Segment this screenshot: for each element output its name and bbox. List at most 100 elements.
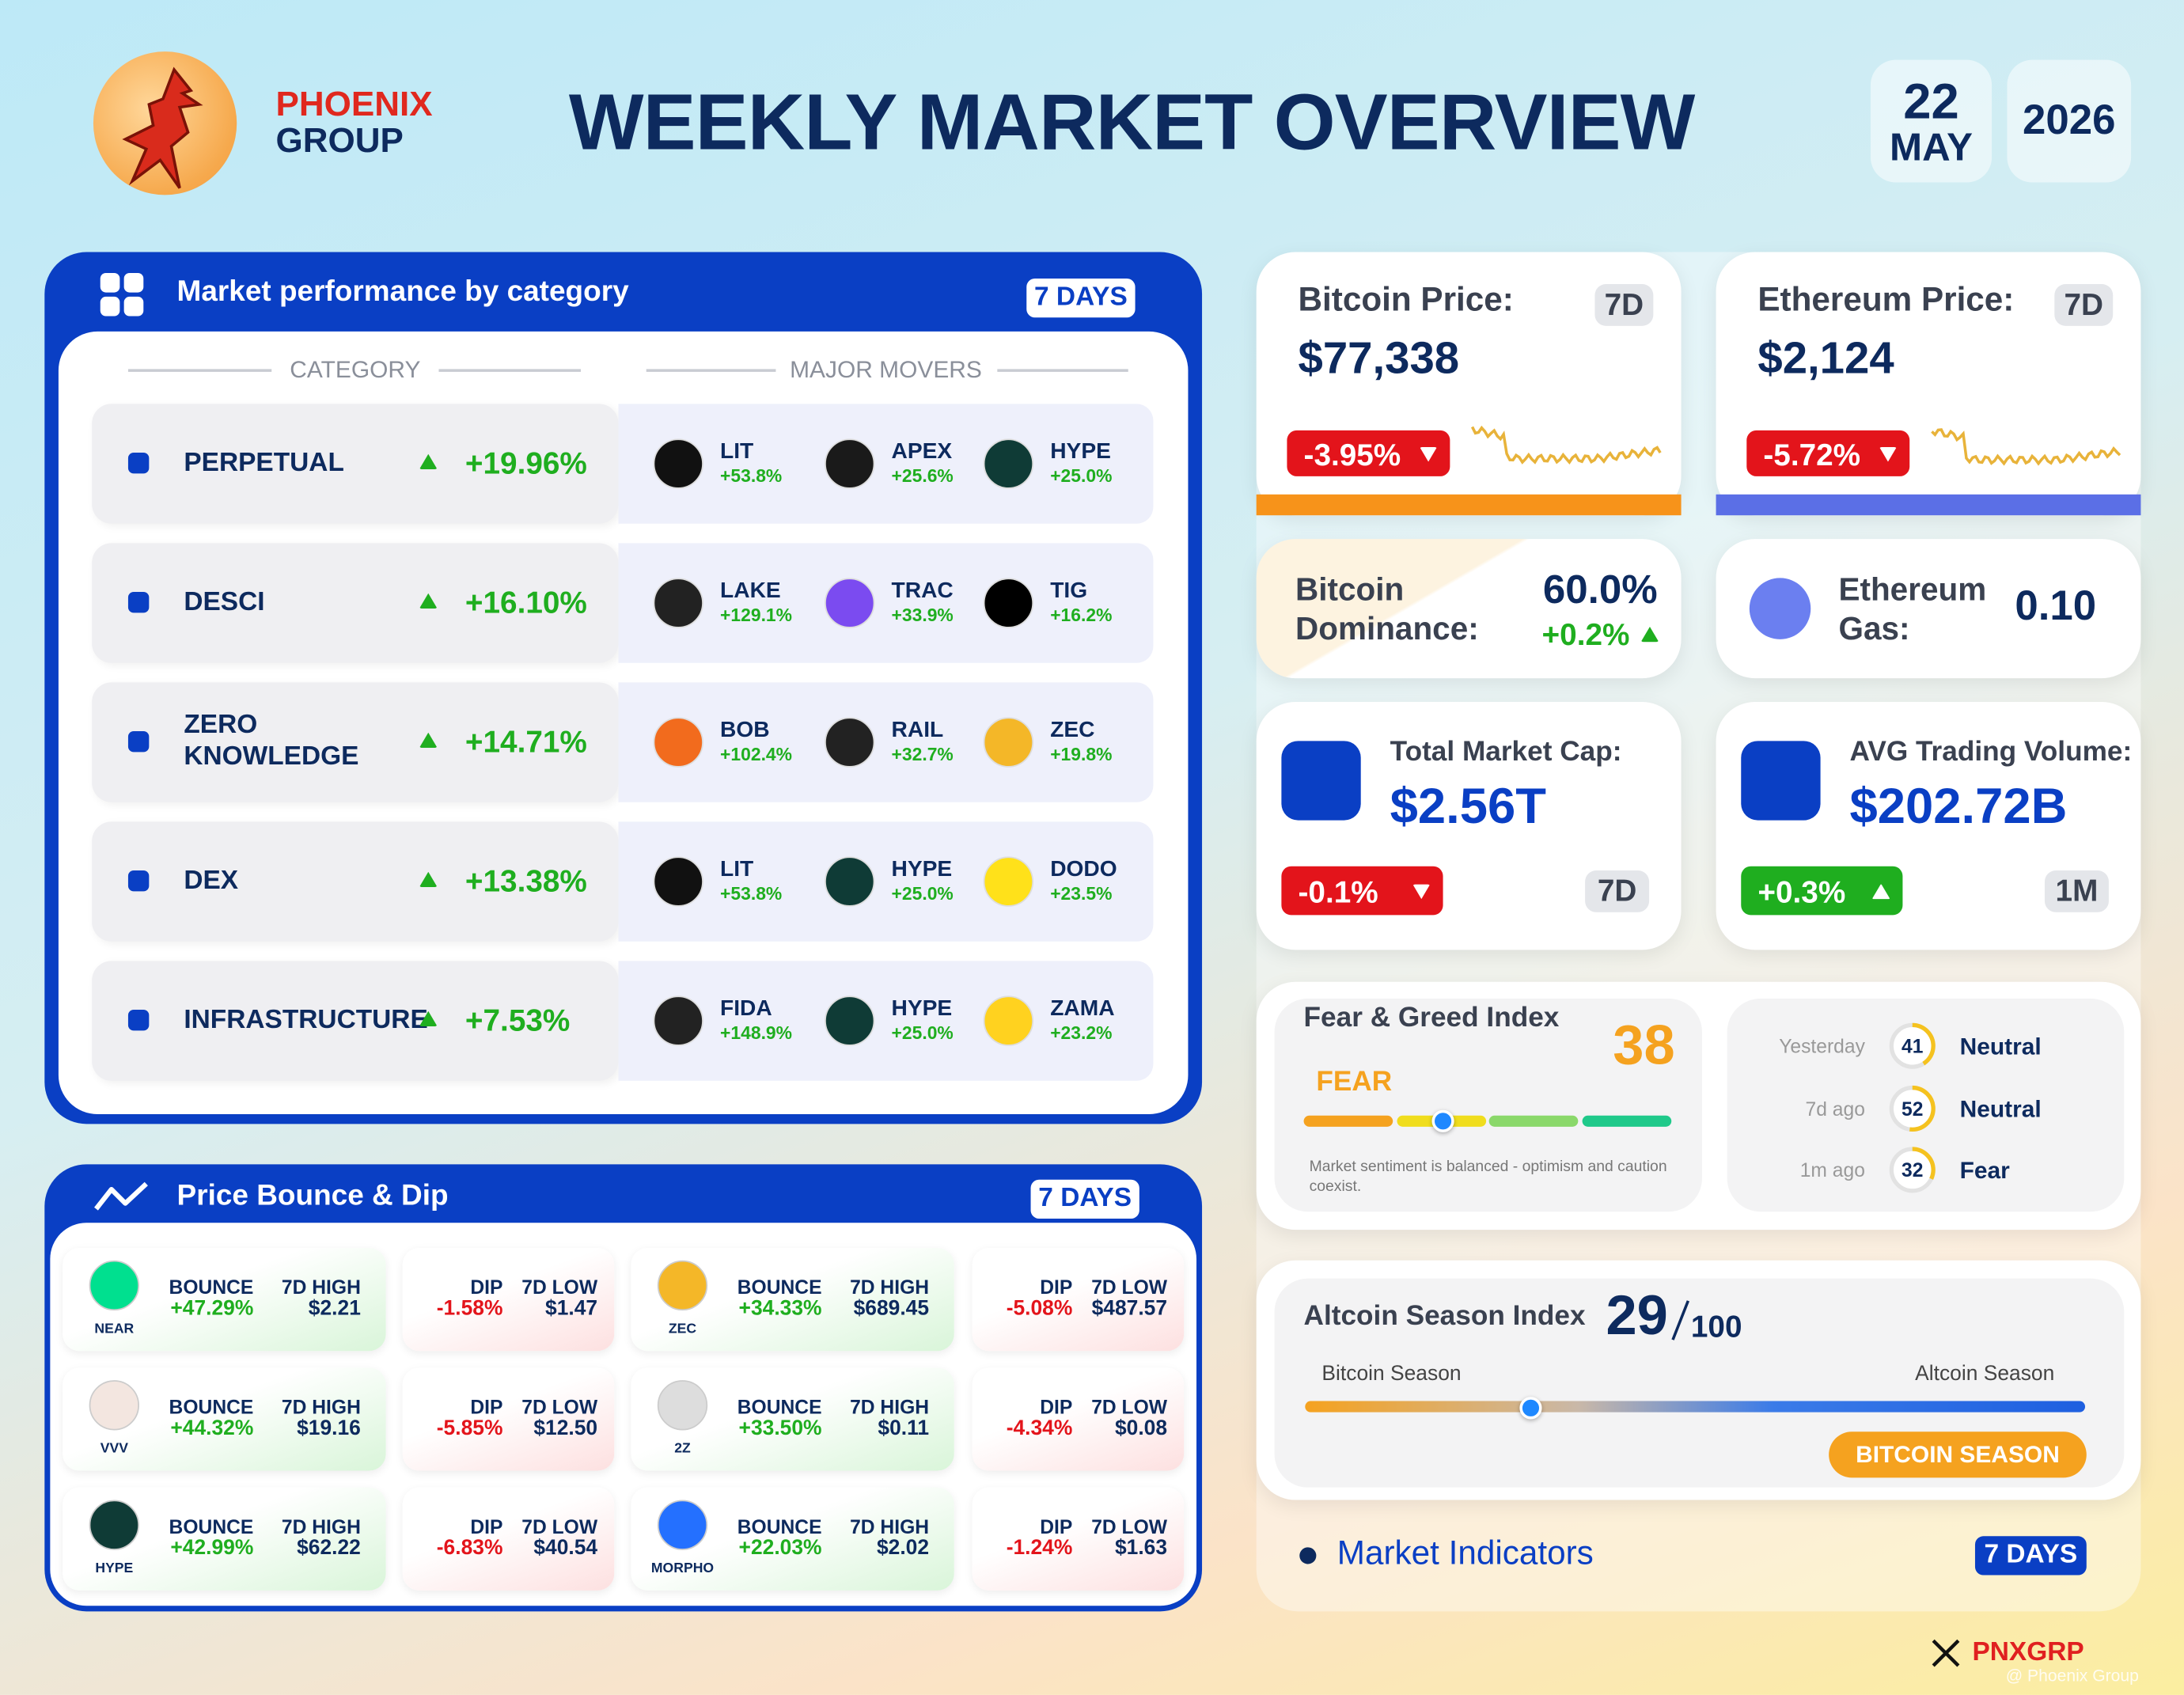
sparkline xyxy=(1931,428,2121,466)
token-symbol: NEAR xyxy=(94,1321,135,1337)
logo-bird xyxy=(122,66,203,189)
token-change: +53.8% xyxy=(720,465,783,487)
period-badge: 7D xyxy=(1594,284,1654,326)
high-value: $2.02 xyxy=(876,1536,930,1560)
altcoin-track xyxy=(1305,1401,2086,1412)
ring-arc xyxy=(1889,1022,1936,1069)
token-change: +25.0% xyxy=(891,1022,954,1044)
watermark: @ Phoenix Group xyxy=(2005,1665,2139,1686)
token-symbol: FIDA xyxy=(720,997,772,1022)
scale-right-label: Altcoin Season xyxy=(1915,1362,2055,1386)
change-badge-text: -0.1% xyxy=(1298,874,1378,909)
low-label: 7D LOW xyxy=(1091,1515,1168,1538)
token-change: +23.5% xyxy=(1050,882,1113,904)
stat-value: $202.72B xyxy=(1849,777,2068,835)
stat-icon xyxy=(1741,741,1821,821)
gas-value: 0.10 xyxy=(2015,583,2097,630)
token-symbol: TRAC xyxy=(891,579,954,604)
period-badge: 7D xyxy=(1585,870,1650,912)
history-when: 7d ago xyxy=(1805,1097,1865,1120)
dip-label: DIP xyxy=(470,1515,503,1538)
token-symbol: ZAMA xyxy=(1050,997,1115,1022)
token-icon xyxy=(657,1500,708,1550)
card-accent xyxy=(1256,494,1682,516)
change-badge-text: -5.72% xyxy=(1763,436,1861,472)
token-icon xyxy=(89,1260,140,1311)
scale-left-label: Bitcoin Season xyxy=(1321,1362,1462,1386)
history-ring xyxy=(1889,1147,1936,1193)
card-accent xyxy=(1716,494,2141,516)
token-change: +23.2% xyxy=(1050,1022,1113,1044)
category-name: DEX xyxy=(184,866,239,895)
history-label: Neutral xyxy=(1959,1095,2042,1122)
category-name: INFRASTRUCTURE xyxy=(184,1005,428,1034)
low-value: $487.57 xyxy=(1091,1296,1168,1321)
bounce-value: +33.50% xyxy=(738,1416,822,1440)
token-symbol: 2Z xyxy=(674,1441,691,1457)
card-label: Fear & Greed Index xyxy=(1303,1003,1560,1033)
high-label: 7D HIGH xyxy=(850,1515,930,1538)
token-change: +16.2% xyxy=(1050,604,1113,626)
stat-value: $2.56T xyxy=(1390,777,1546,835)
low-label: 7D LOW xyxy=(1091,1395,1168,1418)
token-symbol: ZEC xyxy=(1050,719,1095,743)
token-symbol: ZEC xyxy=(668,1321,697,1337)
low-value: $12.50 xyxy=(533,1416,598,1440)
bounce-label: BOUNCE xyxy=(169,1395,254,1418)
dip-value: -1.58% xyxy=(436,1296,503,1321)
token-icon xyxy=(825,438,875,489)
category-change: +16.10% xyxy=(464,585,587,620)
card-label: Altcoin Season Index xyxy=(1303,1300,1586,1332)
token-icon xyxy=(983,717,1034,768)
low-label: 7D LOW xyxy=(521,1395,598,1418)
panel-icon xyxy=(123,272,144,293)
token-change: +102.4% xyxy=(720,743,793,765)
divider xyxy=(646,369,776,372)
page-title: WEEKLY MARKET OVERVIEW xyxy=(568,78,1696,168)
token-symbol: HYPE xyxy=(95,1560,134,1577)
change-badge xyxy=(1741,866,1903,916)
token-symbol: HYPE xyxy=(1050,440,1111,465)
dip-value: -4.34% xyxy=(1006,1416,1073,1440)
category-dot xyxy=(127,731,150,753)
panel-icon xyxy=(123,296,144,317)
altcoin-marker xyxy=(1520,1397,1543,1420)
token-icon xyxy=(653,717,703,768)
token-symbol: LIT xyxy=(720,858,754,882)
card-label: Bitcoin Dominance: xyxy=(1295,571,1479,646)
history-value: 52 xyxy=(1902,1097,1924,1120)
high-label: 7D HIGH xyxy=(281,1276,361,1299)
category-name: PERPETUAL xyxy=(184,448,344,477)
brand-name: GROUP xyxy=(275,121,404,161)
bounce-value: +44.32% xyxy=(170,1416,254,1440)
date-year: 2026 xyxy=(2023,97,2116,144)
section-title: Market Indicators xyxy=(1337,1534,1594,1573)
dip-label: DIP xyxy=(1040,1276,1073,1299)
dip-card xyxy=(402,1367,615,1471)
change-badge-text: -3.95% xyxy=(1303,436,1401,472)
token-icon xyxy=(653,438,703,489)
card-label: Bitcoin Price: xyxy=(1298,281,1514,320)
movers-card xyxy=(618,961,1154,1081)
high-label: 7D HIGH xyxy=(850,1276,930,1299)
high-value: $2.21 xyxy=(308,1296,361,1321)
token-icon xyxy=(657,1260,708,1311)
history-label: Fear xyxy=(1959,1157,2010,1184)
card-label: Ethereum Price: xyxy=(1757,281,2015,320)
category-dot xyxy=(127,453,150,474)
token-icon xyxy=(983,438,1034,489)
token-symbol: LIT xyxy=(720,440,754,465)
token-change: +32.7% xyxy=(891,743,954,765)
column-header: MAJOR MOVERS xyxy=(790,356,982,383)
period-badge: 1M xyxy=(2044,870,2109,912)
token-icon xyxy=(825,717,875,768)
token-change: +148.9% xyxy=(720,1022,793,1044)
bounce-label: BOUNCE xyxy=(737,1276,822,1299)
token-icon xyxy=(983,995,1034,1046)
bounce-value: +42.99% xyxy=(170,1536,254,1560)
column-header: CATEGORY xyxy=(290,356,421,383)
token-change: +129.1% xyxy=(720,604,793,626)
gauge-segment xyxy=(1303,1115,1393,1127)
high-value: $62.22 xyxy=(297,1536,361,1560)
